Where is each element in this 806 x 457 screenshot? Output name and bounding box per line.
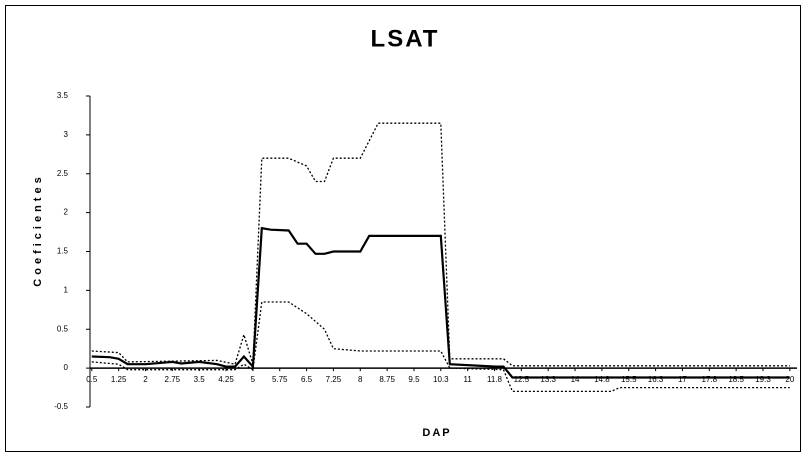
x-tick-label: 8 <box>358 375 363 384</box>
series-line <box>91 226 790 379</box>
x-tick-label: 2 <box>143 375 148 384</box>
y-tick-label: -0.5 <box>54 402 68 411</box>
y-tick-label: 2.5 <box>57 169 69 178</box>
x-tick-label: 9.5 <box>408 375 420 384</box>
y-tick-label: 3.5 <box>57 91 69 100</box>
x-tick-label: 20 <box>785 375 794 384</box>
x-tick-label: 16.3 <box>648 375 664 384</box>
x-tick-label: 14.8 <box>594 375 610 384</box>
x-tick-label: 1.25 <box>111 375 127 384</box>
x-tick-label: 14 <box>571 375 580 384</box>
y-axis-label: Coeficientes <box>32 173 44 286</box>
x-tick-label: 8.75 <box>379 375 395 384</box>
x-tick-label: 15.5 <box>621 375 637 384</box>
x-tick-label: 12.5 <box>514 375 530 384</box>
x-tick-label: 10.3 <box>433 375 449 384</box>
y-tick-label: 0 <box>64 363 69 372</box>
x-tick-label: 5.75 <box>272 375 288 384</box>
x-tick-label: 6.5 <box>301 375 313 384</box>
x-tick-label: 3.5 <box>194 375 206 384</box>
x-tick-label: 7.25 <box>326 375 342 384</box>
x-tick-label: 19.3 <box>755 375 771 384</box>
x-tick-label: 18.5 <box>728 375 744 384</box>
series-line <box>91 122 790 367</box>
x-tick-label: 17.8 <box>702 375 718 384</box>
series-line <box>91 301 790 393</box>
chart-title: LSAT <box>371 25 440 52</box>
y-tick-label: 2 <box>64 208 69 217</box>
frame <box>5 5 801 452</box>
x-tick-label: 5 <box>251 375 256 384</box>
x-tick-label: 0.5 <box>86 375 98 384</box>
x-tick-label: 17 <box>678 375 687 384</box>
x-tick-label: 2.75 <box>165 375 181 384</box>
y-tick-label: 3 <box>64 130 69 139</box>
x-tick-label: 4.25 <box>218 375 234 384</box>
y-tick-label: 0.5 <box>57 324 69 333</box>
x-axis-label: DAP <box>422 427 451 439</box>
x-tick-label: 11 <box>464 375 473 384</box>
y-tick-label: 1 <box>64 285 69 294</box>
y-tick-label: 1.5 <box>57 247 69 256</box>
x-tick-label: 13.3 <box>540 375 556 384</box>
x-tick-label: 11.8 <box>487 375 503 384</box>
